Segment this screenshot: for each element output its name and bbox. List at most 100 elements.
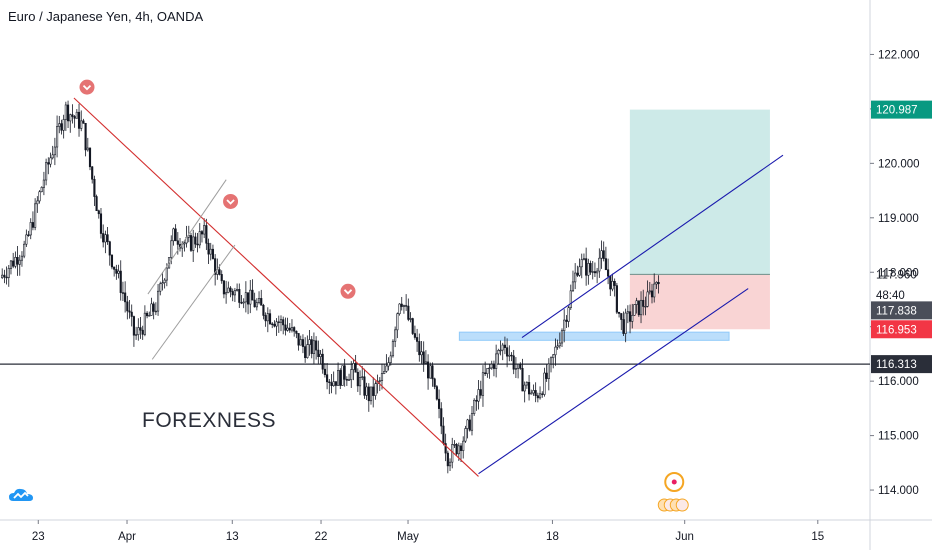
candle-body	[345, 379, 348, 381]
candle-body	[418, 341, 421, 356]
candle-body	[499, 349, 502, 352]
candle-body	[220, 274, 223, 282]
candle-body	[424, 361, 427, 364]
candle-body	[176, 240, 179, 245]
candle-body	[124, 292, 127, 303]
candle-body	[233, 290, 236, 296]
candle-body	[1, 274, 4, 278]
candle-body	[626, 311, 629, 314]
watermark-text: FOREXNESS	[142, 409, 277, 432]
candle-body	[113, 266, 116, 270]
candle-body	[77, 111, 81, 129]
candle-body	[9, 260, 13, 269]
price-tag-label: 48:40	[876, 290, 905, 302]
candle-body	[312, 340, 315, 354]
candle-body	[207, 242, 210, 255]
candle-body	[301, 339, 305, 347]
candle-body	[84, 122, 87, 151]
candle-body	[437, 398, 441, 409]
candle-body	[501, 344, 504, 351]
price-tag-label: 116.313	[876, 359, 917, 371]
candle-body	[196, 243, 199, 246]
candle-body	[128, 310, 131, 313]
candle-body	[304, 346, 307, 358]
candle-body	[506, 347, 509, 357]
candle-body	[543, 372, 546, 395]
tradingview-cloud-icon[interactable]	[6, 483, 36, 507]
price-tick-label: 120.000	[878, 158, 920, 170]
candle-body	[394, 329, 397, 342]
candle-body	[389, 355, 392, 363]
price-tag-dark	[871, 355, 932, 374]
candle-body	[172, 228, 175, 242]
candle-body	[317, 349, 320, 357]
candle-body	[198, 231, 201, 246]
candle-body	[7, 268, 10, 278]
candle-body	[374, 383, 377, 396]
candle-body	[330, 382, 333, 386]
candle-body	[132, 316, 135, 336]
candle-body	[337, 370, 340, 386]
candle-body	[582, 258, 586, 260]
candle-body	[536, 395, 539, 399]
candle-body	[108, 241, 111, 256]
candle-body	[409, 318, 412, 320]
candle-body	[470, 413, 474, 431]
candle-body	[139, 327, 142, 331]
candle-body	[624, 312, 627, 334]
candle-body	[547, 363, 550, 379]
candle-body	[604, 258, 607, 271]
candle-body	[45, 162, 48, 181]
candle-body	[255, 302, 258, 308]
candle-body	[637, 300, 640, 316]
candle-body	[51, 154, 54, 159]
candle-body	[455, 444, 458, 455]
candle-body	[174, 228, 177, 242]
price-tick-label: 119.000	[878, 213, 919, 225]
candle-body	[341, 365, 344, 386]
candle-body	[319, 353, 322, 357]
up-channel-upper-trendline	[521, 154, 784, 339]
chevron-down-circle-icon	[79, 79, 95, 95]
candle-body	[31, 222, 34, 228]
candle-body	[156, 290, 160, 312]
ideas-target-dot	[671, 479, 677, 485]
stop-zone	[629, 274, 770, 330]
candle-body	[549, 357, 553, 365]
candle-body	[519, 364, 522, 369]
candle-body	[644, 306, 647, 308]
candle-body	[56, 126, 59, 148]
candle-body	[517, 364, 520, 369]
candle-body	[657, 281, 660, 285]
candle-body	[211, 248, 215, 259]
candle-body	[23, 243, 26, 257]
candle-body	[343, 365, 346, 380]
candle-body	[293, 327, 296, 332]
candle-body	[277, 321, 280, 323]
candle-body	[88, 147, 92, 168]
candle-body	[523, 384, 526, 392]
time-tick-label: Jun	[675, 531, 694, 543]
candle-body	[264, 315, 267, 322]
candle-body	[609, 275, 612, 290]
candle-body	[240, 302, 243, 304]
candle-body	[481, 372, 485, 396]
candle-body	[563, 319, 566, 332]
candle-body	[620, 313, 623, 320]
candle-body	[130, 311, 133, 317]
candle-body	[279, 319, 283, 323]
candle-body	[163, 279, 166, 283]
candle-body	[58, 123, 61, 127]
candle-body	[231, 291, 234, 296]
price-tag-red	[871, 320, 932, 339]
candle-body	[613, 280, 616, 286]
candle-body	[369, 386, 373, 402]
price-tick-label: 116.000	[878, 376, 919, 388]
candle-body	[477, 389, 480, 402]
flag-trendline	[147, 179, 227, 295]
candle-body	[490, 363, 493, 369]
candle-body	[148, 315, 151, 317]
candle-body	[521, 368, 524, 392]
